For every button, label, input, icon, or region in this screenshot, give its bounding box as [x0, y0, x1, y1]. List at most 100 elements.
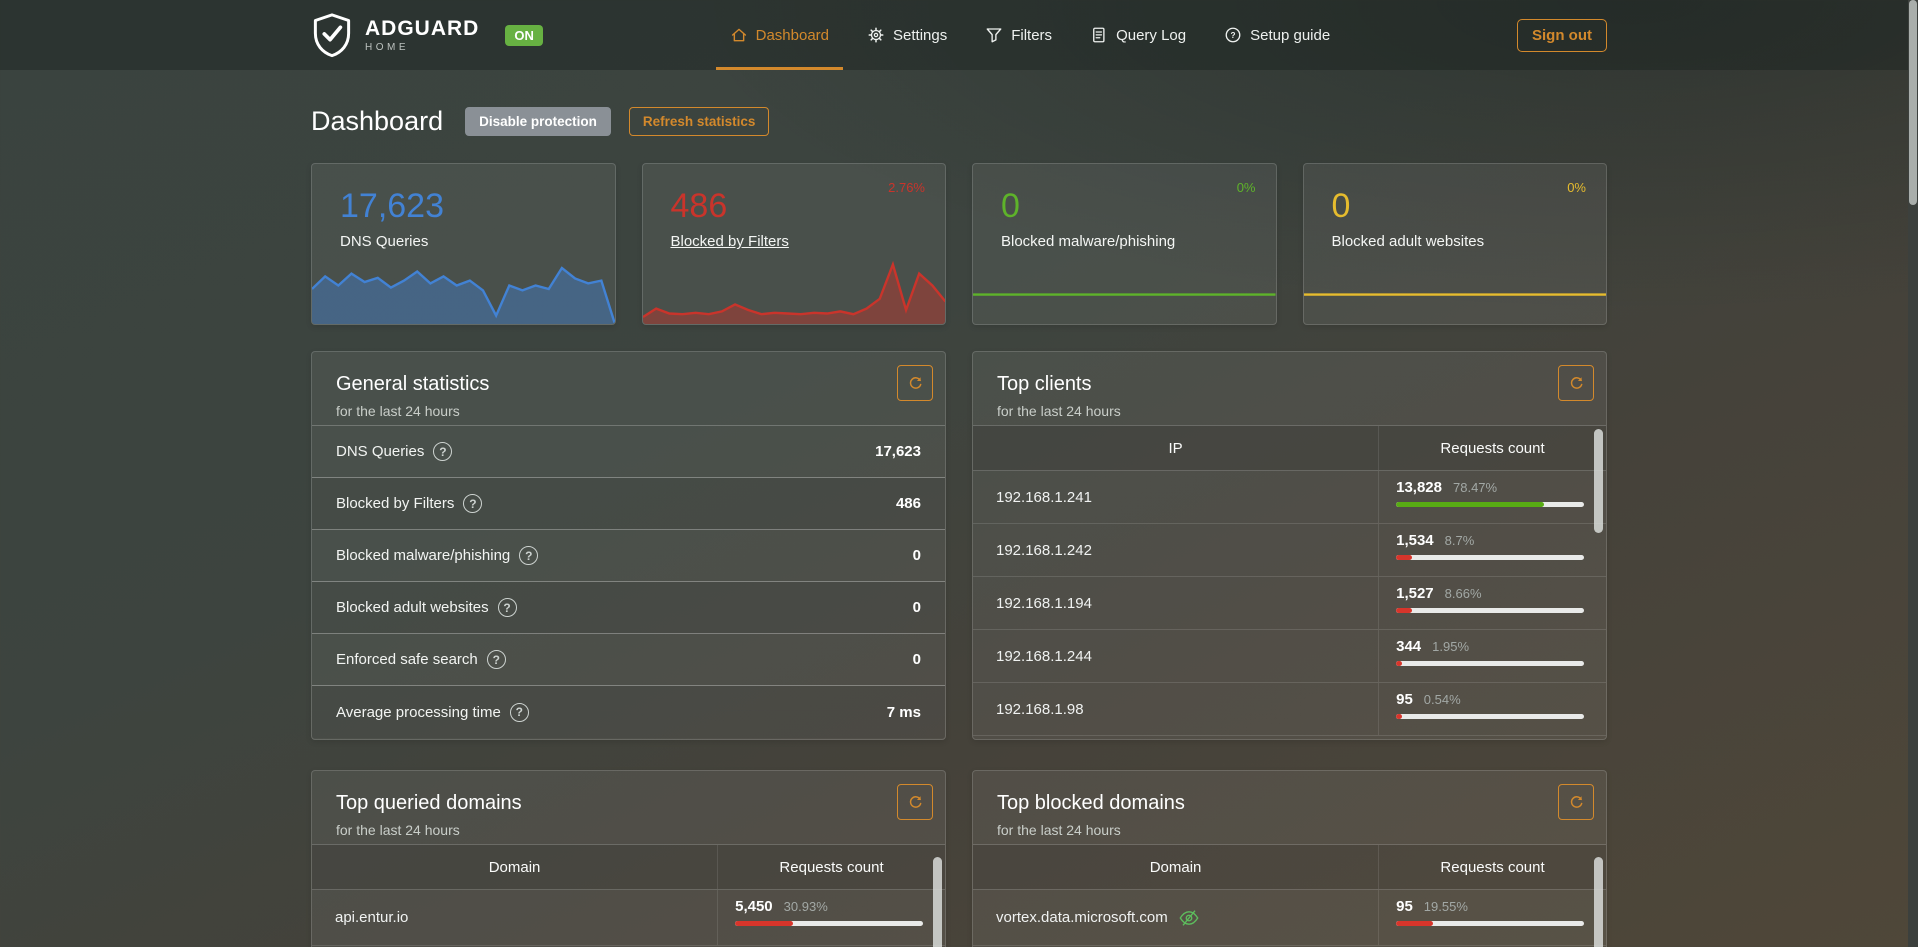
refresh-icon: [1570, 795, 1582, 808]
eye-off-icon[interactable]: [1178, 907, 1200, 929]
nav-dashboard[interactable]: Dashboard: [716, 0, 843, 70]
stat-percent: 2.76%: [888, 180, 925, 195]
table-row: 192.168.1.241 13,828 78.47%: [973, 471, 1606, 524]
progress-bar-fill: [735, 921, 794, 926]
help-icon[interactable]: [497, 598, 517, 617]
main-nav: Dashboard Settings: [543, 0, 1517, 70]
column-header-requests: Requests count: [1378, 426, 1606, 470]
request-count: 344: [1396, 638, 1422, 655]
stat-row: Blocked malware/phishing 0: [312, 530, 945, 582]
top-clients-panel: Top clients for the last 24 hours IP Req…: [972, 351, 1607, 740]
column-header-domain: Domain: [488, 858, 541, 876]
stat-row-label: Enforced safe search: [336, 651, 478, 668]
request-percent: 0.54%: [1423, 692, 1461, 707]
svg-text:?: ?: [1231, 31, 1236, 40]
help-icon[interactable]: [463, 494, 483, 513]
column-header-requests: Requests count: [1378, 845, 1606, 889]
stat-value: 0: [1331, 187, 1351, 225]
top-queried-domains-panel: Top queried domains for the last 24 hour…: [311, 770, 946, 947]
progress-bar: [1396, 921, 1585, 926]
help-icon[interactable]: [509, 702, 529, 722]
progress-bar: [1396, 555, 1585, 560]
stat-row-label: Blocked adult websites: [336, 599, 489, 616]
sign-out-button[interactable]: Sign out: [1517, 18, 1607, 52]
help-circle-icon: ?: [1225, 27, 1241, 43]
stat-label: Blocked malware/phishing: [1001, 233, 1176, 251]
brand-sub: HOME: [365, 41, 409, 53]
table-row: 192.168.1.194 1,527 8.66%: [973, 577, 1606, 630]
panel-scrollbar-thumb[interactable]: [1594, 857, 1603, 947]
stat-label: DNS Queries: [340, 233, 429, 251]
nav-setup-guide[interactable]: ? Setup guide: [1210, 0, 1344, 70]
panel-title: Top clients: [997, 373, 1092, 395]
client-ip: 192.168.1.98: [996, 700, 1084, 718]
request-count: 1,527: [1396, 585, 1434, 602]
request-percent: 30.93%: [783, 899, 828, 914]
refresh-button[interactable]: [897, 365, 933, 401]
stat-card-blocked-malware: 0 Blocked malware/phishing 0%: [972, 163, 1277, 325]
stat-row-label: Average processing time: [336, 703, 501, 721]
panel-title: General statistics: [336, 373, 490, 395]
refresh-statistics-button[interactable]: Refresh statistics: [628, 106, 770, 136]
nav-settings[interactable]: Settings: [853, 0, 961, 70]
general-statistics-rows: DNS Queries 17,623 Blocked by Filters 48…: [312, 425, 945, 738]
protection-status-badge: ON: [505, 24, 543, 46]
progress-bar-fill: [1396, 714, 1402, 719]
page-title: Dashboard: [311, 105, 444, 136]
progress-bar-fill: [1396, 661, 1402, 666]
nav-label: Setup guide: [1250, 26, 1331, 44]
stat-row-label: Blocked by Filters: [336, 495, 455, 512]
page-scrollbar-thumb[interactable]: [1909, 0, 1917, 205]
panel-scrollbar-thumb[interactable]: [1594, 429, 1603, 533]
stat-card-blocked-adult: 0 Blocked adult websites 0%: [1302, 163, 1607, 325]
stat-row-value: 486: [895, 495, 921, 512]
disable-protection-button[interactable]: Disable protection: [465, 106, 611, 136]
help-icon[interactable]: [486, 650, 506, 669]
table-header: IP Requests count: [973, 425, 1606, 471]
client-ip: 192.168.1.242: [996, 541, 1092, 559]
home-icon: [731, 28, 746, 42]
help-icon[interactable]: [433, 442, 453, 461]
stat-row: Enforced safe search 0: [312, 634, 945, 686]
stat-row-value: 0: [912, 599, 921, 616]
stat-label-link[interactable]: Blocked by Filters: [670, 233, 789, 251]
stat-row-value: 0: [912, 547, 921, 564]
request-count: 1,534: [1396, 532, 1434, 549]
page-scrollbar: [1908, 0, 1918, 947]
panel-scrollbar-thumb[interactable]: [933, 857, 942, 947]
panel-subtitle: for the last 24 hours: [336, 403, 460, 419]
refresh-button[interactable]: [897, 784, 933, 820]
nav-filters[interactable]: Filters: [971, 0, 1066, 70]
domain-name: api.entur.io: [335, 909, 409, 926]
column-header-domain: Domain: [1149, 858, 1202, 876]
filter-icon: [986, 28, 1002, 43]
dns-queries-sparkline: [312, 254, 615, 324]
refresh-button[interactable]: [1558, 784, 1594, 820]
brand: ADGUARD HOME ON: [311, 12, 543, 58]
stat-label: Blocked adult websites: [1331, 233, 1485, 251]
panel-title: Top queried domains: [336, 792, 522, 814]
stat-row: Average processing time 7 ms: [312, 686, 945, 738]
refresh-icon: [909, 795, 921, 808]
request-percent: 19.55%: [1423, 899, 1468, 914]
client-ip: 192.168.1.244: [996, 647, 1092, 665]
gear-icon: [868, 27, 884, 43]
panel-subtitle: for the last 24 hours: [336, 822, 460, 838]
nav-query-log[interactable]: Query Log: [1076, 0, 1200, 70]
stat-percent: 0%: [1236, 180, 1256, 195]
refresh-button[interactable]: [1558, 365, 1594, 401]
stat-row-label: Blocked malware/phishing: [336, 547, 511, 564]
document-icon: [1093, 27, 1105, 43]
stat-row-label: DNS Queries: [336, 443, 425, 460]
stat-value: 17,623: [340, 187, 444, 225]
help-icon[interactable]: [519, 546, 539, 565]
table-row: 192.168.1.244 344 1.95%: [973, 630, 1606, 683]
blocked-malware-sparkline: [973, 254, 1276, 324]
header: ADGUARD HOME ON Dashboard: [0, 0, 1918, 70]
request-count: 13,828: [1396, 479, 1442, 496]
column-header-ip: IP: [1168, 439, 1183, 457]
stat-value: 0: [1001, 187, 1020, 225]
stat-row-value: 17,623: [875, 443, 921, 460]
brand-name: ADGUARD: [365, 16, 480, 40]
stat-row: Blocked adult websites 0: [312, 582, 945, 634]
